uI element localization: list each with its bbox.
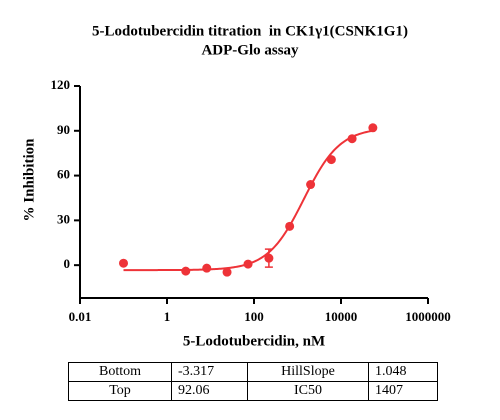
data-point bbox=[306, 180, 316, 190]
x-axis-label: 5-Lodotubercidin, nM bbox=[183, 333, 325, 349]
data-point bbox=[222, 267, 232, 277]
y-tick-label: 60 bbox=[57, 167, 70, 182]
cell: 1407 bbox=[368, 381, 438, 401]
chart-subtitle: ADP-Glo assay bbox=[201, 42, 299, 58]
data-point bbox=[285, 221, 295, 231]
data-point bbox=[368, 123, 378, 133]
fit-table: Bottom -3.317 HillSlope 1.048 Top 92.06 … bbox=[68, 362, 438, 401]
fit-curve bbox=[123, 129, 374, 272]
y-tick-label: 120 bbox=[51, 77, 71, 92]
cell: Top bbox=[68, 381, 172, 401]
data-point bbox=[243, 259, 253, 269]
cell: 1.048 bbox=[368, 362, 438, 382]
data-point bbox=[119, 258, 128, 268]
table-row: Bottom -3.317 HillSlope 1.048 bbox=[68, 362, 438, 382]
cell: HillSlope bbox=[247, 362, 369, 382]
x-tick-label: 1000000 bbox=[405, 309, 451, 324]
y-tick-label: 90 bbox=[57, 122, 70, 137]
x-tick-label: 1 bbox=[164, 309, 171, 324]
x-tick-label: 100 bbox=[244, 309, 264, 324]
y-tick-label: 30 bbox=[57, 211, 70, 226]
cell: Bottom bbox=[68, 362, 172, 382]
cell: -3.317 bbox=[171, 362, 248, 382]
data-point bbox=[181, 266, 191, 276]
cell: IC50 bbox=[247, 381, 369, 401]
y-tick-label: 0 bbox=[64, 256, 71, 271]
data-point bbox=[326, 155, 336, 165]
table-row: Top 92.06 IC50 1407 bbox=[68, 381, 438, 401]
chart-title: 5-Lodotubercidin titration in CK1γ1(CSNK… bbox=[92, 23, 408, 39]
x-tick-label: 0.01 bbox=[69, 309, 92, 324]
x-tick-label: 10000 bbox=[325, 309, 358, 324]
data-point bbox=[347, 134, 357, 144]
data-point bbox=[202, 263, 212, 273]
chart: 5-Lodotubercidin titration in CK1γ1(CSNK… bbox=[21, 23, 451, 349]
y-axis-label: % Inhibition bbox=[21, 138, 37, 222]
cell: 92.06 bbox=[171, 381, 248, 401]
data-point bbox=[264, 253, 274, 263]
